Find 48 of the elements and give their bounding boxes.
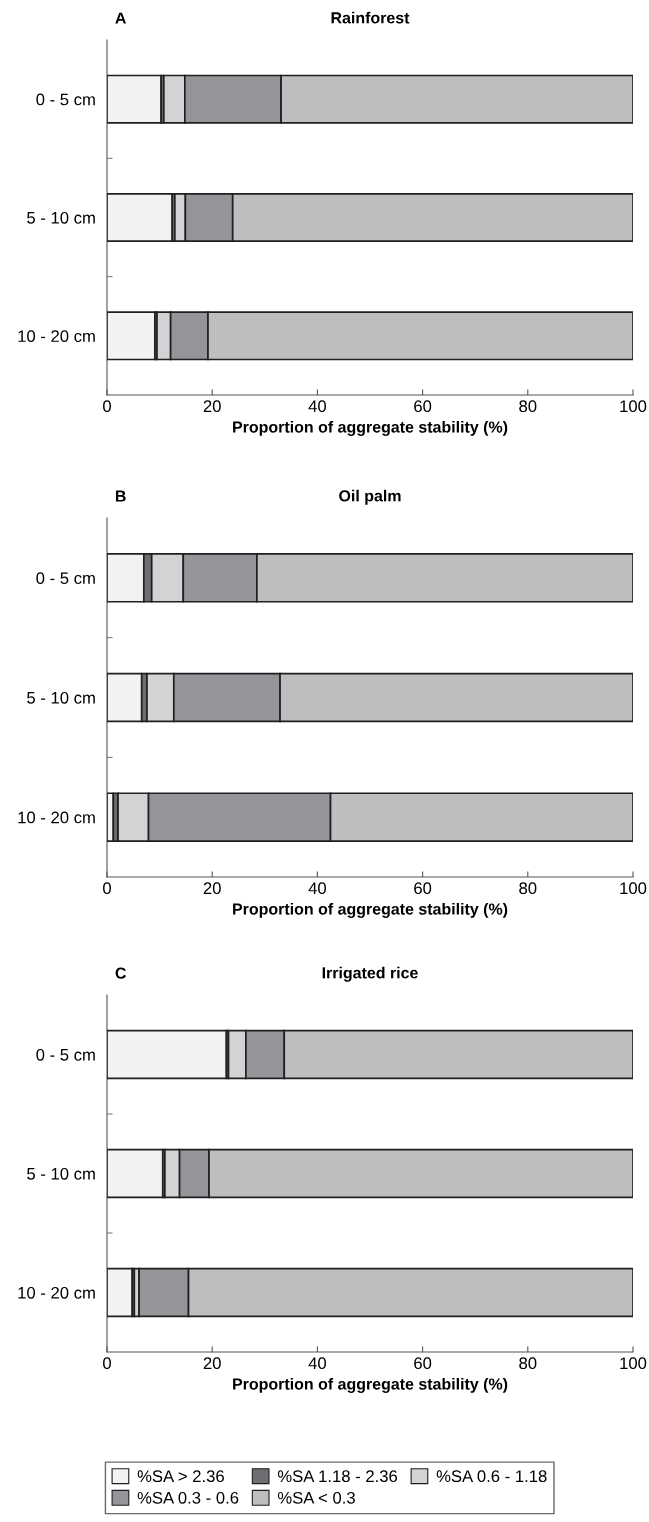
x-tick-label: 0 — [103, 882, 111, 895]
x-tick-label: 60 — [414, 1357, 432, 1370]
text: B — [115, 490, 126, 502]
bar — [107, 192, 174, 243]
x-tick-label: 40 — [308, 882, 327, 895]
x-tick-label: 80 — [519, 1357, 537, 1370]
x-axis-title: Proportion of aggregate stability (%) — [233, 1377, 508, 1393]
x-tick-label: 20 — [203, 1357, 221, 1370]
bar — [107, 1029, 228, 1080]
bar — [107, 311, 156, 361]
text: C — [115, 967, 126, 979]
x-tick-label: 60 — [414, 882, 432, 895]
legend-label: %SA > 2.36 — [137, 1470, 224, 1483]
chart-title: Irrigated rice — [322, 966, 418, 982]
legend-label: %SA 0.6 - 1.18 — [436, 1470, 547, 1483]
chart-title: Rainforest — [331, 11, 410, 24]
x-tick-label: 100 — [620, 1357, 647, 1370]
y-tick-label: 10 - 20 cm — [18, 330, 95, 343]
x-tick-label: 20 — [203, 400, 221, 413]
x-tick-label: 0 — [103, 400, 111, 413]
bar — [107, 74, 163, 124]
y-tick-label: 0 - 5 cm — [36, 1048, 95, 1061]
y-tick-label: 10 - 20 cm — [18, 1286, 95, 1299]
x-tick-label: 40 — [308, 1357, 327, 1370]
bar — [107, 672, 143, 723]
x-tick-label: 100 — [620, 400, 647, 413]
chart-title: Oil palm — [339, 489, 401, 505]
y-tick-label: 5 - 10 cm — [27, 691, 95, 704]
bar — [107, 1148, 164, 1199]
text: A — [115, 12, 126, 24]
bar — [107, 1267, 134, 1318]
x-tick-label: 0 — [103, 1357, 111, 1370]
y-tick-label: 5 - 10 cm — [27, 1167, 95, 1180]
x-tick-label: 80 — [519, 882, 537, 895]
x-tick-label: 40 — [308, 400, 327, 413]
legend-label: %SA 1.18 - 2.36 — [277, 1470, 398, 1483]
x-tick-label: 80 — [519, 400, 537, 413]
legend-label: %SA 0.3 - 0.6 — [137, 1491, 239, 1504]
y-tick-label: 5 - 10 cm — [27, 211, 95, 224]
x-axis-title: Proportion of aggregate stability (%) — [233, 420, 508, 436]
x-tick-label: 20 — [203, 882, 221, 895]
x-tick-label: 100 — [620, 882, 647, 895]
y-tick-label: 0 - 5 cm — [36, 572, 95, 585]
x-tick-label: 60 — [414, 400, 432, 413]
legend-label: %SA < 0.3 — [277, 1491, 355, 1504]
y-tick-label: 0 - 5 cm — [36, 93, 95, 106]
y-tick-label: 10 - 20 cm — [18, 811, 95, 824]
x-axis-title: Proportion of aggregate stability (%) — [233, 902, 508, 918]
